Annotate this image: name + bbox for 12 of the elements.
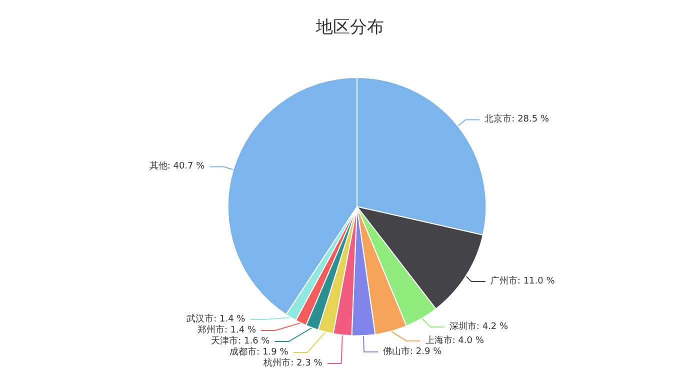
slice-label: 佛山市: 2.9 % [383,346,442,357]
slice-label: 成都市: 1.9 % [230,346,289,358]
slice-label: 天津市: 1.6 % [211,336,270,346]
slice-label: 其他: 40.7 % [149,160,206,172]
slice-label: 郑州市: 1.4 % [197,324,257,336]
slice-label: 广州市: 11.0 % [490,275,556,286]
slice-label: 北京市: 28.5 % [484,114,550,125]
slice-label: 深圳市: 4.2 % [449,321,508,332]
slice-label: 上海市: 4.0 % [425,334,484,346]
slice-label: 杭州市: 2.3 % [262,358,323,368]
slice-label: 武汉市: 1.4 % [186,314,246,324]
chart-title: 地区分布 [315,18,384,38]
